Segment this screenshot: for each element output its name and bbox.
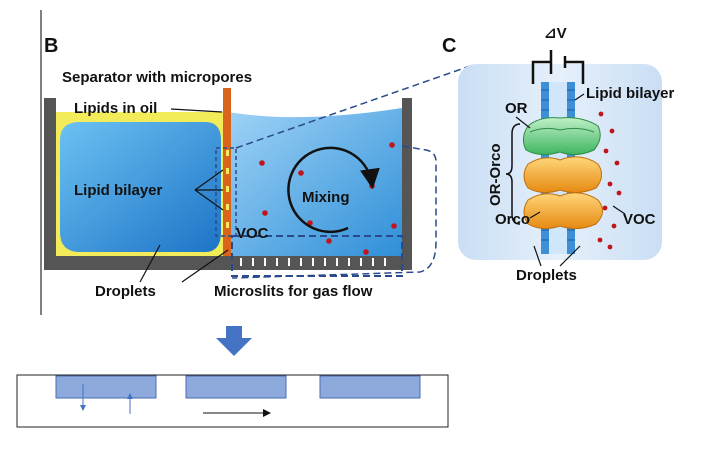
lipid-bilayer-leaders: [194, 169, 224, 211]
orco-protein-upper: [523, 156, 602, 194]
down-arrow: [216, 326, 252, 356]
or-orco-brace: [505, 123, 521, 225]
orco-label: Orco: [495, 211, 530, 228]
left-droplet: [60, 122, 221, 252]
lipid-bilayer-c-leader: [574, 93, 585, 101]
droplets-b-leader-2: [181, 249, 229, 283]
or-protein: [522, 117, 601, 156]
voltage-circuit: [531, 50, 585, 84]
lipids-in-oil-label: Lipids in oil: [74, 100, 157, 117]
droplets-c-leader-2: [559, 245, 581, 267]
schematic-block-2: [185, 375, 287, 399]
microslits: [240, 258, 386, 266]
droplets-b-leader: [139, 244, 161, 283]
panel-c-label: C: [442, 35, 456, 57]
orco-protein-lower: [523, 192, 603, 230]
microslits-label: Microslits for gas flow: [214, 283, 373, 300]
mixing-arrow: [287, 146, 380, 234]
micropores: [226, 150, 229, 228]
zoom-connectors: [231, 65, 471, 279]
schematic-block-1: [55, 375, 157, 399]
or-orco-label: OR-Orco: [487, 143, 504, 206]
microslit-highlight-box: [231, 235, 403, 277]
voc-b-label: VOC: [236, 225, 269, 242]
lipid-bilayer-c-label: Lipid bilayer: [586, 85, 675, 102]
or-leader: [515, 116, 531, 129]
bilayer-highlight-box: [215, 147, 237, 237]
chamber: [44, 88, 412, 277]
separator-label: Separator with micropores: [62, 69, 252, 86]
droplets-c-label: Droplets: [516, 267, 577, 284]
voltage-label: ⊿V: [544, 25, 567, 42]
panel-b-label: B: [44, 35, 58, 57]
lipid-bilayer-b-label: Lipid bilayer: [74, 182, 163, 199]
schematic-block-3: [319, 375, 421, 399]
droplets-c-leader-1: [533, 245, 542, 267]
voc-dots-c: [597, 111, 622, 250]
mixing-label: Mixing: [302, 189, 350, 206]
voc-c-label: VOC: [623, 211, 656, 228]
lipids-in-oil-leader: [170, 108, 223, 113]
or-label: OR: [505, 100, 528, 117]
water-region: [228, 108, 402, 256]
voc-c-leader: [612, 205, 626, 215]
droplets-b-label: Droplets: [95, 283, 156, 300]
orco-leader: [529, 211, 541, 219]
